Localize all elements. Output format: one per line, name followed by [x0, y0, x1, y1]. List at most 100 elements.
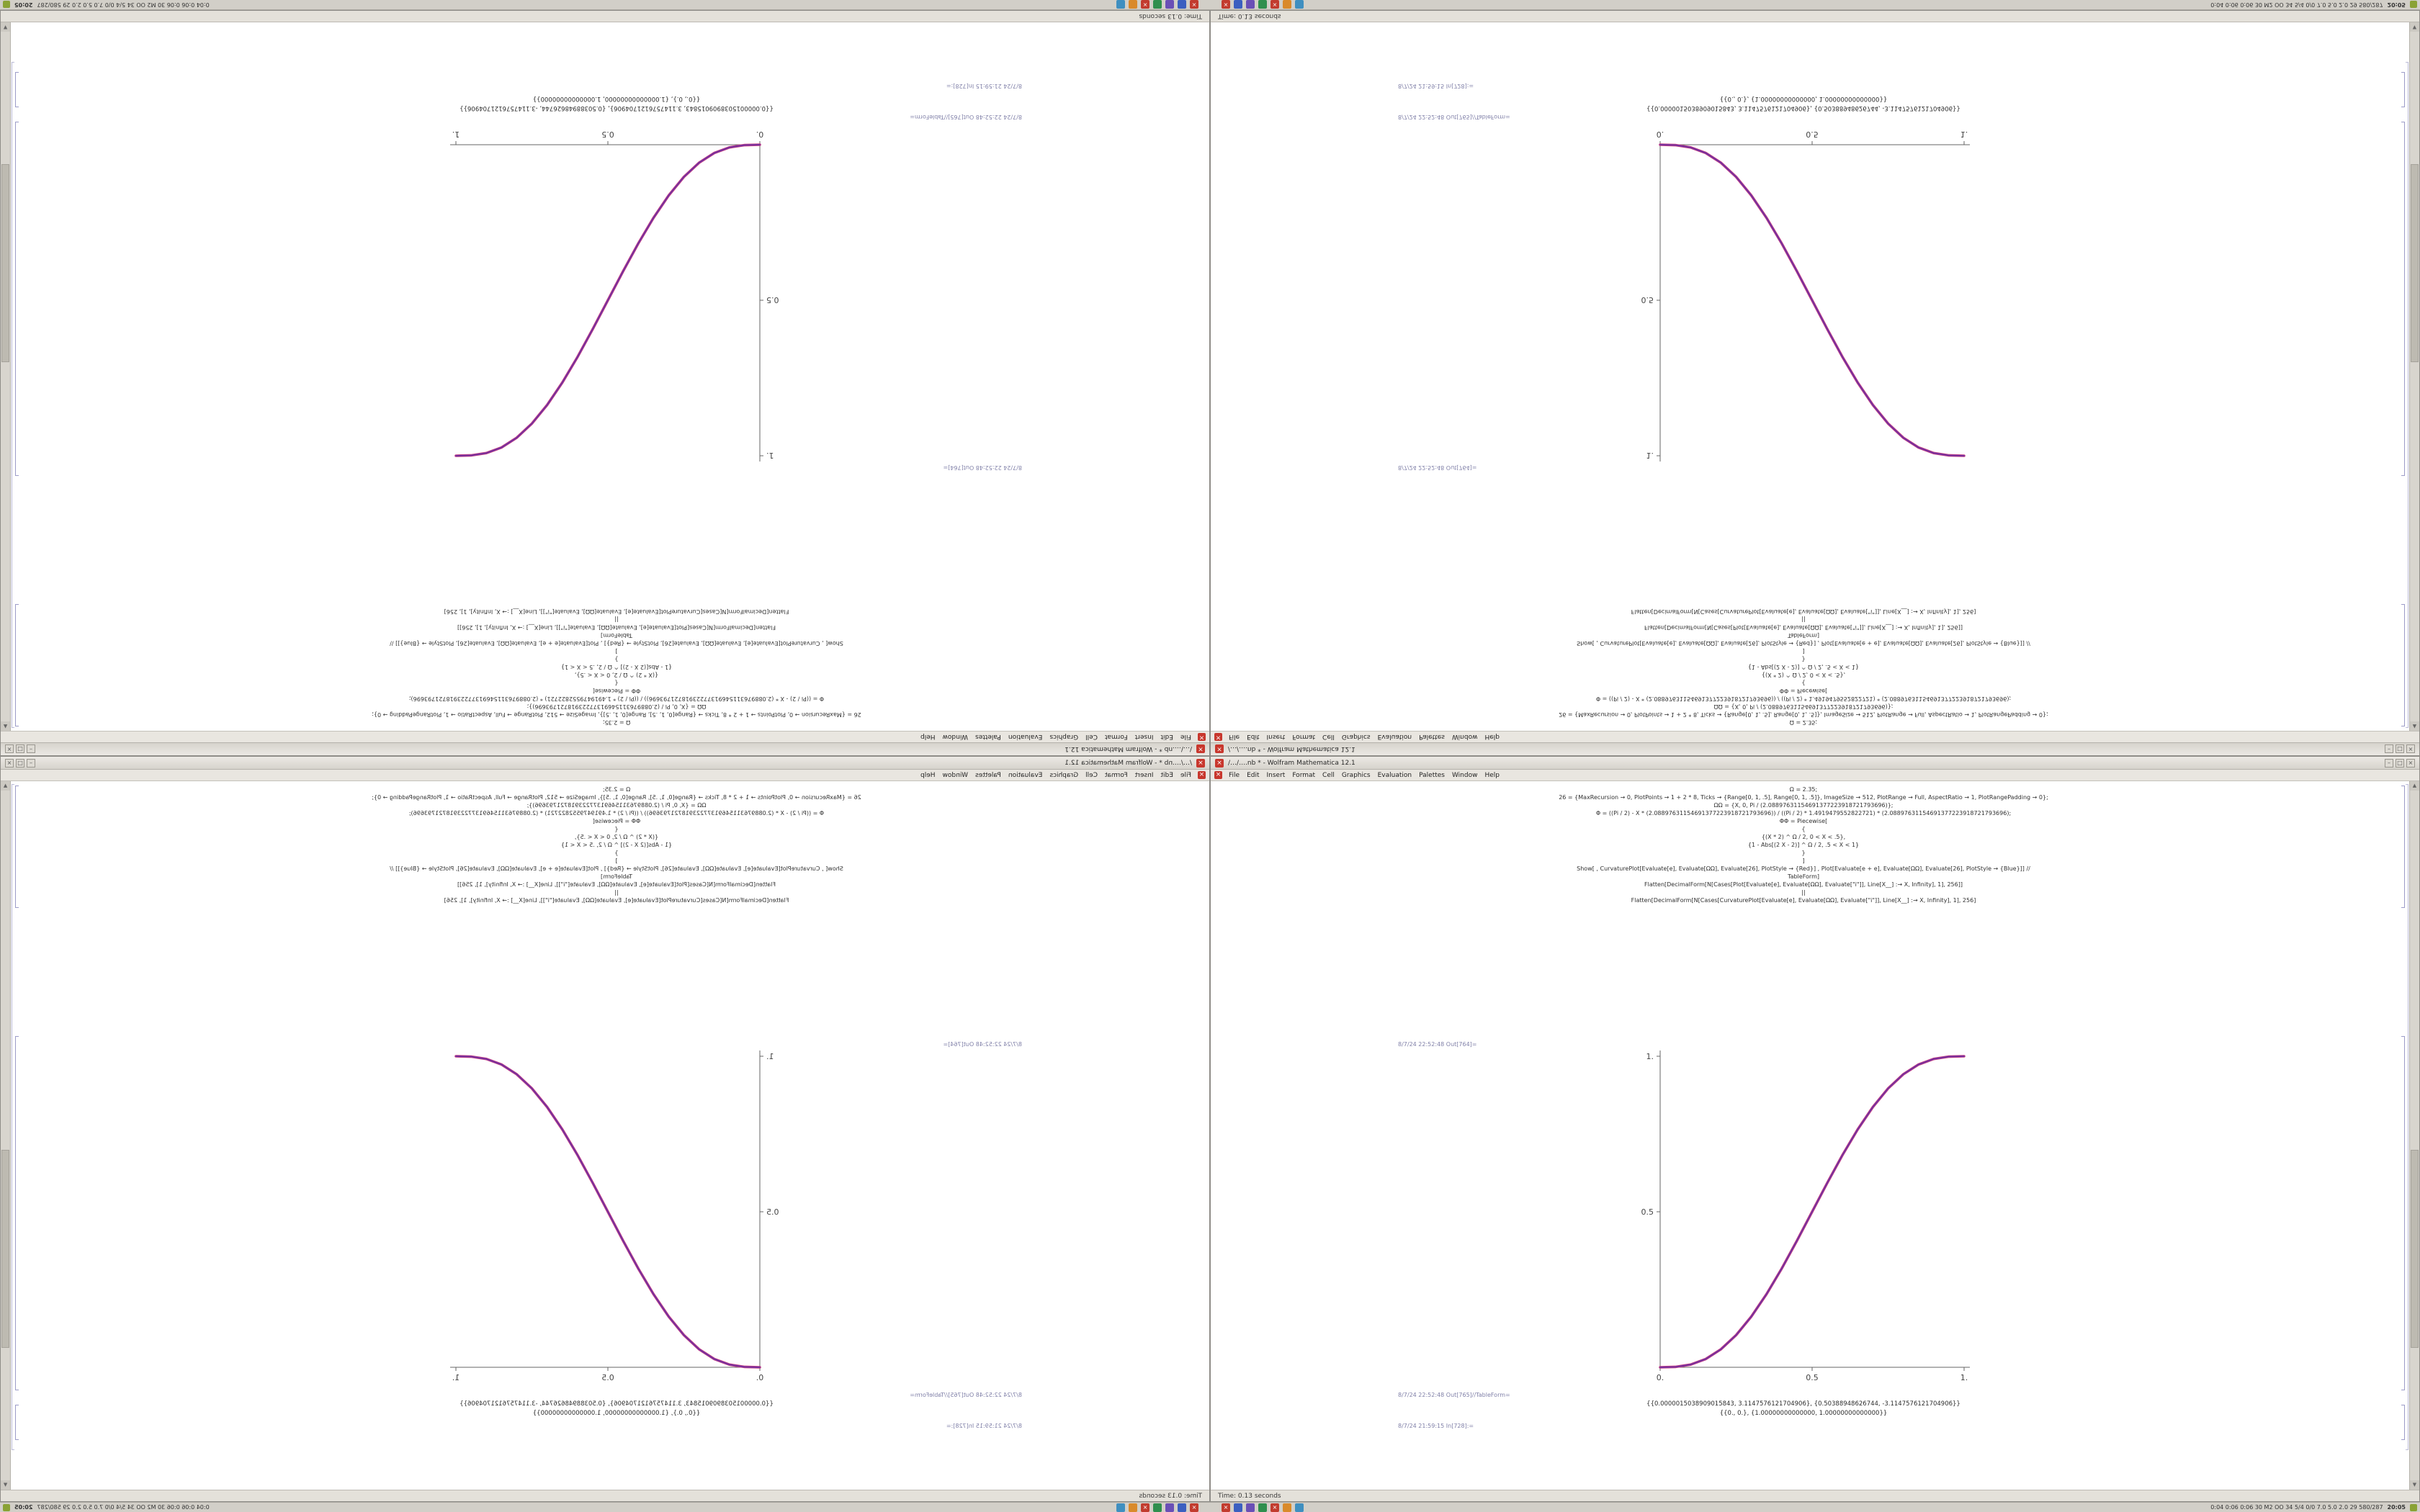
plot-cell-bracket[interactable]	[15, 1036, 19, 1391]
abort-evaluation-icon[interactable]: ×	[1198, 733, 1206, 741]
code-line[interactable]: Flatten[DecimalForm[N[Cases[CurvaturePlo…	[444, 897, 789, 904]
code-line[interactable]: Show[ , CurvaturePlot[Evaluate[e], Evalu…	[390, 640, 843, 647]
code-line[interactable]: Ω = 2.35;	[602, 719, 631, 726]
code-line[interactable]: Ω = 2.35;	[602, 786, 631, 793]
code-line[interactable]: ΩΩ = {X, 0, Pi / (2.08897631154691377223…	[526, 703, 707, 710]
code-line[interactable]: TableForm]	[1788, 632, 1819, 639]
window-titlebar[interactable]: × /…/….nb * - Wolfram Mathematica 12.1 –…	[1, 757, 1209, 770]
menu-palettes[interactable]: Palettes	[975, 771, 1001, 779]
code-line[interactable]: Show[ , CurvaturePlot[Evaluate[e], Evalu…	[1577, 640, 2030, 647]
menu-graphics[interactable]: Graphics	[1049, 771, 1079, 779]
menu-cell[interactable]: Cell	[1322, 733, 1335, 741]
code-line[interactable]: {	[1801, 826, 1806, 832]
window-titlebar[interactable]: × /…/….nb * - Wolfram Mathematica 12.1 –…	[1211, 757, 2419, 770]
tray-app-blue-icon[interactable]	[1295, 1503, 1304, 1512]
tray-app-orange-icon[interactable]	[1283, 0, 1291, 9]
code-line[interactable]: Flatten[DecimalForm[N[Cases[Plot[Evaluat…	[457, 881, 776, 888]
scroll-thumb[interactable]	[1, 163, 9, 363]
tray-app-green-icon[interactable]	[1153, 1503, 1162, 1512]
scroll-down-arrow-icon[interactable]: ▼	[2410, 1480, 2419, 1490]
code-line[interactable]: ||	[614, 616, 619, 623]
code-line[interactable]: }	[1801, 850, 1806, 856]
menu-help[interactable]: Help	[1484, 733, 1500, 741]
code-line[interactable]: TableForm]	[601, 632, 632, 639]
maximize-button[interactable]: □	[2396, 744, 2404, 754]
input-cell-bracket[interactable]	[15, 786, 19, 908]
code-line[interactable]: ||	[614, 889, 619, 896]
tray-app-green-icon[interactable]	[1258, 1503, 1267, 1512]
code-line[interactable]: Ω = 2.35;	[1789, 786, 1818, 793]
tray-app-green-icon[interactable]	[1258, 0, 1267, 9]
code-line[interactable]: Flatten[DecimalForm[N[Cases[CurvaturePlo…	[1631, 608, 1976, 615]
code-line[interactable]: ΩΩ = {X, 0, Pi / (2.08897631154691377223…	[1713, 703, 1894, 710]
scroll-down-arrow-icon[interactable]: ▼	[1, 22, 10, 32]
tray-browser-icon[interactable]	[1234, 0, 1242, 9]
minimize-button[interactable]: –	[27, 758, 35, 768]
menu-help[interactable]: Help	[920, 733, 936, 741]
input-cell-bracket[interactable]	[2401, 786, 2405, 908]
scroll-thumb[interactable]	[2411, 163, 2419, 363]
menu-window[interactable]: Window	[942, 771, 969, 779]
tray-app-purple-icon[interactable]	[1165, 1503, 1174, 1512]
table-cell-bracket[interactable]	[2401, 71, 2405, 108]
code-line[interactable]: ]	[1802, 858, 1805, 864]
code-line[interactable]: {1 - Abs[(2 X - 2)] ^ Ω / 2, .5 < X < 1}	[1747, 664, 1860, 670]
input-cell[interactable]: Ω = 2.35; 26 = {MaxRecursion → 0, PlotPoi…	[1211, 786, 2396, 904]
code-line[interactable]: Φ = ((Pi / 2) - X * (2.08897631154691377…	[408, 696, 825, 702]
code-line[interactable]: Flatten[DecimalForm[N[Cases[CurvaturePlo…	[1631, 897, 1976, 904]
menu-window[interactable]: Window	[1451, 771, 1478, 779]
scroll-up-arrow-icon[interactable]: ▲	[1, 721, 10, 731]
maximize-button[interactable]: □	[16, 744, 24, 754]
scroll-up-arrow-icon[interactable]: ▲	[2410, 781, 2419, 791]
code-line[interactable]: {1 - Abs[(2 X - 2)] ^ Ω / 2, .5 < X < 1}	[560, 664, 673, 670]
code-line[interactable]: {1 - Abs[(2 X - 2)] ^ Ω / 2, .5 < X < 1}	[560, 842, 673, 848]
code-line[interactable]: ]	[615, 858, 618, 864]
code-line[interactable]: ||	[1801, 616, 1806, 623]
code-line[interactable]: ]	[615, 648, 618, 654]
tray-app-blue-icon[interactable]	[1116, 1503, 1125, 1512]
menu-window[interactable]: Window	[1451, 733, 1478, 741]
code-line[interactable]: {(X * 2) ^ Ω / 2, 0 < X < .5},	[574, 834, 659, 840]
menu-evaluation[interactable]: Evaluation	[1008, 771, 1043, 779]
menu-evaluation[interactable]: Evaluation	[1008, 733, 1043, 741]
input-cell[interactable]: Ω = 2.35; 26 = {MaxRecursion → 0, PlotPoi…	[1211, 608, 2396, 726]
tray-abort-icon[interactable]: ×	[1141, 1503, 1150, 1512]
tray-abort-icon[interactable]: ×	[1141, 0, 1150, 9]
cell-group-bracket[interactable]	[12, 62, 14, 728]
code-line[interactable]: 26 = {MaxRecursion → 0, PlotPoints → 1 +…	[372, 794, 861, 801]
table-cell-bracket[interactable]	[15, 71, 19, 108]
code-line[interactable]: Φ = ((Pi / 2) - X * (2.08897631154691377…	[408, 810, 825, 816]
menu-palettes[interactable]: Palettes	[1419, 771, 1445, 779]
close-button[interactable]: ×	[2406, 744, 2415, 754]
tray-app-orange-icon[interactable]	[1283, 1503, 1291, 1512]
table-cell-bracket[interactable]	[2401, 1404, 2405, 1441]
tray-app-orange-icon[interactable]	[1129, 0, 1137, 9]
menu-cell[interactable]: Cell	[1085, 771, 1098, 779]
tray-close-icon[interactable]: ×	[1222, 1503, 1230, 1512]
code-line[interactable]: TableForm]	[601, 873, 632, 880]
menu-graphics[interactable]: Graphics	[1341, 771, 1371, 779]
scroll-down-arrow-icon[interactable]: ▼	[1, 1480, 10, 1490]
scroll-up-arrow-icon[interactable]: ▲	[2410, 721, 2419, 731]
tray-app-blue-icon[interactable]	[1116, 0, 1125, 9]
tray-browser-icon[interactable]	[1178, 0, 1186, 9]
code-line[interactable]: }	[614, 850, 619, 856]
scroll-thumb[interactable]	[1, 1149, 9, 1349]
scroll-up-arrow-icon[interactable]: ▲	[1, 781, 10, 791]
abort-evaluation-icon[interactable]: ×	[1214, 771, 1222, 779]
menu-evaluation[interactable]: Evaluation	[1377, 771, 1412, 779]
menu-help[interactable]: Help	[1484, 771, 1500, 779]
code-line[interactable]: ΦΦ = Piecewise[	[592, 818, 641, 824]
tray-abort-icon[interactable]: ×	[1270, 1503, 1279, 1512]
input-cell-bracket[interactable]	[15, 604, 19, 726]
menu-insert[interactable]: Insert	[1134, 733, 1154, 741]
code-line[interactable]: {	[614, 826, 619, 832]
menu-window[interactable]: Window	[942, 733, 969, 741]
tray-app-purple-icon[interactable]	[1165, 0, 1174, 9]
window-close-icon[interactable]: ×	[1196, 744, 1205, 754]
code-line[interactable]: Flatten[DecimalForm[N[Cases[CurvaturePlo…	[444, 608, 789, 615]
input-cell-bracket[interactable]	[2401, 604, 2405, 726]
code-line[interactable]: Flatten[DecimalForm[N[Cases[Plot[Evaluat…	[457, 624, 776, 631]
code-line[interactable]: ΦΦ = Piecewise[	[1779, 818, 1828, 824]
scroll-down-arrow-icon[interactable]: ▼	[2410, 22, 2419, 32]
